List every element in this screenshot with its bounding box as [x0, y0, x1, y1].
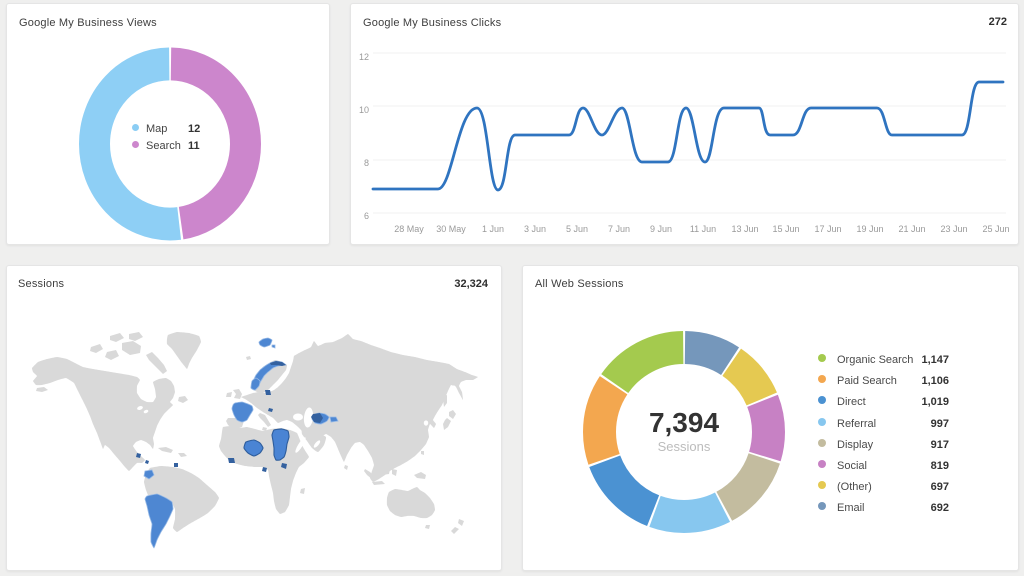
svg-text:12: 12: [359, 52, 369, 62]
svg-text:7 Jun: 7 Jun: [608, 224, 630, 234]
svg-text:23 Jun: 23 Jun: [940, 224, 967, 234]
svg-text:10: 10: [359, 105, 369, 115]
svg-text:3 Jun: 3 Jun: [524, 224, 546, 234]
svg-text:17 Jun: 17 Jun: [814, 224, 841, 234]
svg-text:9 Jun: 9 Jun: [650, 224, 672, 234]
svg-text:6: 6: [364, 211, 369, 221]
svg-text:11 Jun: 11 Jun: [690, 224, 716, 234]
svg-text:8: 8: [364, 158, 369, 168]
svg-text:19 Jun: 19 Jun: [856, 224, 883, 234]
svg-text:21 Jun: 21 Jun: [898, 224, 925, 234]
svg-text:13 Jun: 13 Jun: [731, 224, 758, 234]
svg-text:5 Jun: 5 Jun: [566, 224, 588, 234]
svg-text:1 Jun: 1 Jun: [482, 224, 504, 234]
svg-text:15 Jun: 15 Jun: [772, 224, 799, 234]
svg-text:30 May: 30 May: [436, 224, 466, 234]
svg-text:25 Jun: 25 Jun: [982, 224, 1009, 234]
svg-text:28 May: 28 May: [394, 224, 424, 234]
